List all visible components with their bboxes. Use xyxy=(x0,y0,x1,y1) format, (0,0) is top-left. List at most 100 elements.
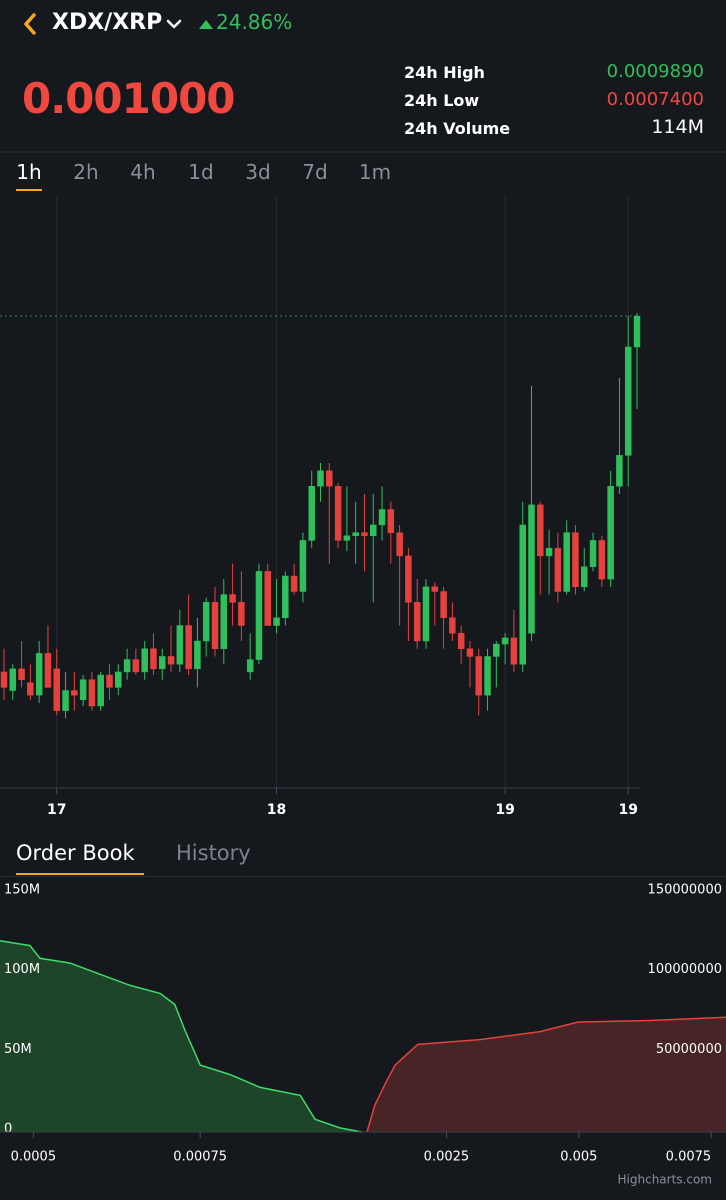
history-tab[interactable]: History xyxy=(176,841,251,865)
candle-body xyxy=(633,315,641,348)
candle-body xyxy=(607,486,614,580)
candle-body xyxy=(528,504,535,634)
candle-body xyxy=(264,571,271,626)
candle-body xyxy=(624,346,632,456)
candle-body xyxy=(273,617,280,626)
candle-body xyxy=(554,547,562,592)
candle-body xyxy=(466,648,474,657)
interval-tab[interactable]: 1m xyxy=(358,160,392,184)
candle-body xyxy=(71,690,78,696)
x-tick-label: 19 xyxy=(618,802,637,818)
candle-body xyxy=(317,470,324,487)
candle-body xyxy=(150,648,157,670)
candle-body xyxy=(326,470,333,487)
candle-body xyxy=(0,671,8,688)
depth-area xyxy=(0,940,362,1132)
candle-body xyxy=(79,679,87,701)
candle-body xyxy=(440,591,447,619)
candle-body xyxy=(202,602,210,642)
interval-tab[interactable]: 2h xyxy=(73,160,99,184)
price-change: 24.86% xyxy=(216,10,293,34)
x-tick-label: 19 xyxy=(495,802,514,818)
change-up-icon xyxy=(199,20,213,29)
candle-body xyxy=(449,617,456,634)
y2-tick-label: 150000000 xyxy=(648,883,722,898)
candle-body xyxy=(106,674,113,688)
order-book-tab[interactable]: Order Book xyxy=(16,841,135,865)
candle-body xyxy=(185,625,192,670)
active-tab-underline xyxy=(16,873,144,875)
candle-body xyxy=(238,602,245,626)
candle-body xyxy=(88,679,96,707)
candle-body xyxy=(405,555,412,603)
chart-credits: Highcharts.com xyxy=(618,1173,712,1187)
candle-body xyxy=(413,602,421,642)
y-tick-label: 50M xyxy=(4,1042,32,1057)
interval-tab[interactable]: 1d xyxy=(188,160,214,184)
pair-name[interactable]: XDX/XRP xyxy=(52,10,163,35)
candle-body xyxy=(27,682,34,696)
y-tick-label: 0 xyxy=(4,1122,12,1137)
stat-value: 114M xyxy=(651,116,704,138)
last-price: 0.001000 xyxy=(22,74,236,123)
candle-body xyxy=(255,571,263,660)
candle-body xyxy=(62,690,69,711)
x-tick-label: 0.0005 xyxy=(11,1150,57,1165)
back-icon[interactable] xyxy=(24,13,36,35)
candle-body xyxy=(334,486,342,541)
y2-tick-label: 50000000 xyxy=(656,1042,722,1057)
candle-body xyxy=(396,532,403,557)
candle-body xyxy=(572,532,579,588)
stat-label: 24h High xyxy=(404,63,485,82)
candle-body xyxy=(501,637,509,645)
candle-body xyxy=(97,674,104,707)
candle-body xyxy=(589,540,597,567)
candle-body xyxy=(229,594,236,603)
candle-body xyxy=(141,648,148,673)
candle-body xyxy=(387,509,395,533)
candle-body xyxy=(123,659,131,673)
candle-body xyxy=(290,575,298,592)
pair-dropdown-icon[interactable] xyxy=(166,19,182,29)
candle-body xyxy=(352,532,359,537)
candle-body xyxy=(563,532,570,592)
candle-body xyxy=(422,586,430,642)
interval-tab[interactable]: 7d xyxy=(302,160,328,184)
candle-body xyxy=(493,643,500,657)
candle-body xyxy=(378,509,386,526)
x-tick-label: 17 xyxy=(47,802,66,818)
candle-body xyxy=(616,455,623,487)
candle-body xyxy=(246,659,254,673)
candle-body xyxy=(194,640,201,670)
candle-body xyxy=(484,656,491,696)
depth-area xyxy=(367,1017,726,1132)
candle-body xyxy=(431,586,439,592)
candle-body xyxy=(211,602,219,649)
x-tick-label: 0.00075 xyxy=(173,1150,227,1165)
stat-value: 0.0009890 xyxy=(606,61,704,82)
interval-tab[interactable]: 4h xyxy=(130,160,156,184)
candle-body xyxy=(361,532,368,537)
depth-chart: 0 50M 100M 150M 50000000 100000000 150000000 0.… xyxy=(0,883,726,1187)
candle-body xyxy=(35,653,43,696)
stat-value: 0.0007400 xyxy=(606,89,704,110)
candle-body xyxy=(370,524,377,537)
candle-body xyxy=(176,625,184,665)
candle-body xyxy=(537,504,544,557)
candle-body xyxy=(18,668,25,680)
candle-body xyxy=(545,547,553,557)
candle-body xyxy=(220,594,228,649)
x-tick-label: 0.005 xyxy=(560,1150,597,1165)
header-graphics xyxy=(0,13,726,153)
interval-tab[interactable]: 3d xyxy=(245,160,271,184)
interval-tab[interactable]: 1h xyxy=(16,160,42,184)
candle-body xyxy=(132,659,140,673)
candle-body xyxy=(598,540,606,580)
x-tick-label: 0.0025 xyxy=(424,1150,470,1165)
stat-label: 24h Volume xyxy=(404,119,511,138)
candle-body xyxy=(115,671,122,688)
candle-body xyxy=(44,653,52,688)
candle-body xyxy=(167,656,175,665)
depth-line xyxy=(366,1016,726,1133)
